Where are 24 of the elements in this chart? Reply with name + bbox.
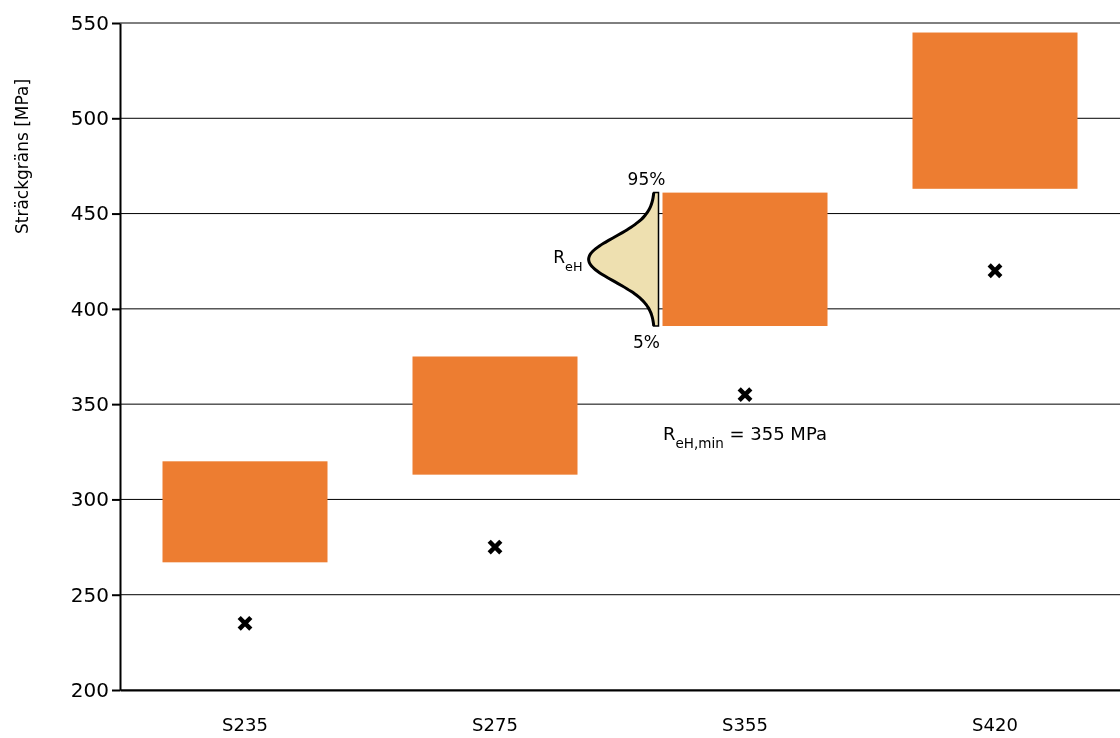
point <box>736 386 754 403</box>
bar <box>412 356 578 475</box>
annotation: R$_{eH}$ <box>553 247 583 274</box>
bar <box>912 32 1078 189</box>
y-tick-label: 200 <box>70 677 109 702</box>
y-tick-label: 250 <box>70 582 109 607</box>
x-tick-label: S355 <box>722 713 768 735</box>
point <box>486 539 504 556</box>
y-tick-label: 550 <box>70 10 109 35</box>
x-tick-label: S420 <box>972 713 1018 735</box>
point <box>986 262 1004 279</box>
y-tick-label: 350 <box>70 392 109 417</box>
y-tick-label: 400 <box>70 296 109 321</box>
y-axis-title: Sträckgräns [MPa] <box>12 78 32 235</box>
bar <box>162 461 328 563</box>
annotation: R$_{eH,min}$ = 355 MPa <box>663 422 827 451</box>
annotation: 5% <box>633 332 660 353</box>
x-tick-label: S235 <box>222 713 268 735</box>
x-tick-label: S275 <box>472 713 518 735</box>
y-tick-label: 500 <box>70 106 109 131</box>
annotation: 95% <box>627 168 666 189</box>
y-tick-label: 450 <box>70 201 109 226</box>
y-tick-label: 300 <box>70 487 109 512</box>
point <box>236 615 254 632</box>
